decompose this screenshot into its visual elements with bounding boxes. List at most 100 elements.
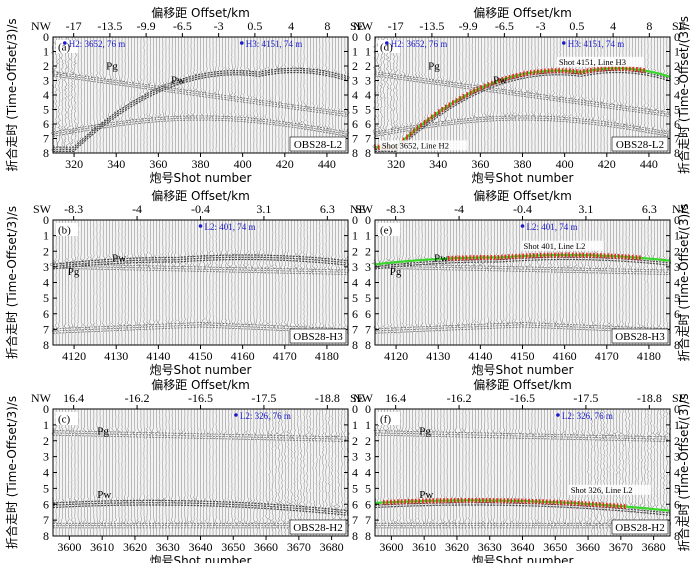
trace: [388, 36, 393, 153]
trace: [602, 219, 607, 345]
trace: [639, 408, 644, 536]
trace: [167, 408, 172, 536]
event-pw: [52, 502, 349, 514]
y-tick-label: 3: [352, 74, 358, 88]
panel-label: (d): [380, 42, 393, 54]
trace: [245, 220, 249, 345]
direction-right: SE: [350, 19, 364, 33]
event-pw: [52, 504, 349, 516]
station-name: OBS28-H3: [293, 331, 343, 343]
offset-tick-label: -16.5: [510, 391, 535, 405]
trace: [546, 408, 550, 536]
trace: [305, 220, 309, 345]
trace: [186, 219, 190, 345]
trace: [226, 36, 231, 153]
shot-tick-label: 400: [556, 157, 574, 171]
trace: [159, 36, 166, 153]
trace: [299, 37, 303, 153]
trace: [185, 408, 190, 536]
event-pg: [52, 265, 349, 273]
trace: [92, 409, 96, 536]
trace: [662, 219, 666, 345]
phase-label-pw: Pw: [171, 74, 185, 86]
trace: [418, 36, 425, 153]
y-axis-title-left: 折合走时 (Time-Offset/3)/s: [4, 18, 19, 171]
y-tick-label: 1: [43, 229, 49, 243]
shot-tick-label: 3640: [511, 540, 535, 554]
trace: [192, 219, 196, 345]
y-tick-label: 0: [365, 402, 371, 416]
event-pg: [52, 75, 349, 117]
event-pg: [375, 434, 671, 442]
trace: [526, 36, 531, 153]
trace: [323, 408, 329, 536]
y-tick-label: 3: [43, 450, 49, 464]
trace: [593, 36, 597, 153]
trace: [224, 36, 227, 153]
offset-tick-label: -17.5: [573, 391, 598, 405]
trace: [192, 36, 197, 153]
offset-tick-label: -8.3: [386, 202, 405, 216]
trace: [558, 36, 563, 153]
trace: [561, 408, 566, 536]
trace: [395, 409, 399, 536]
offset-tick-label: 0.5: [569, 19, 584, 33]
trace: [148, 408, 153, 536]
shot-annotation: Shot 401, Line L2: [524, 241, 586, 251]
trace: [407, 408, 412, 536]
trace: [580, 409, 584, 536]
trace: [508, 220, 512, 345]
reflection-events: [52, 67, 349, 152]
trace: [488, 37, 494, 153]
trace: [530, 36, 534, 153]
trace: [53, 36, 59, 153]
event-pw: [52, 499, 349, 512]
crossing-marker-label: H2: 3652, 76 m: [391, 39, 448, 49]
trace: [268, 36, 272, 153]
trace: [545, 36, 550, 153]
shot-tick-label: 320: [65, 157, 83, 171]
trace: [173, 36, 178, 153]
trace: [533, 408, 537, 536]
trace: [458, 36, 462, 153]
trace: [665, 408, 669, 536]
shot-tick-label: 4120: [62, 349, 86, 363]
trace: [573, 36, 578, 153]
trace: [467, 408, 471, 536]
trace: [634, 220, 638, 345]
shot-tick-label: 4130: [104, 349, 128, 363]
y-tick-label: 3: [352, 450, 358, 464]
station-box: [289, 519, 347, 535]
offset-tick-label: -13.5: [97, 19, 122, 33]
trace: [558, 219, 562, 345]
crossing-marker-label: H2: 3652, 76 m: [69, 39, 126, 49]
phase-label-pw: Pw: [493, 74, 507, 86]
y-tick-label: 1: [352, 45, 358, 59]
trace: [548, 408, 553, 536]
station-name: OBS28-L2: [294, 139, 342, 151]
y-tick-label: 7: [365, 513, 371, 527]
trace: [426, 36, 430, 153]
trace: [82, 408, 86, 536]
annotation-box: [379, 140, 467, 151]
trace: [142, 409, 146, 536]
y-tick-label: 5: [674, 103, 680, 117]
trace: [82, 219, 87, 345]
trace: [111, 36, 115, 153]
offset-tick-label: -8.3: [64, 202, 83, 216]
trace: [111, 219, 115, 345]
y-tick-label: 4: [43, 276, 49, 290]
trace: [255, 36, 259, 153]
y-tick-label: 6: [674, 117, 680, 131]
trace: [64, 409, 68, 536]
trace: [65, 36, 71, 153]
trace: [258, 408, 263, 536]
trace: [205, 409, 209, 536]
trace: [379, 36, 384, 153]
trace: [583, 36, 588, 153]
event-pw: [53, 67, 349, 148]
trace: [72, 219, 78, 345]
trace: [133, 36, 137, 153]
